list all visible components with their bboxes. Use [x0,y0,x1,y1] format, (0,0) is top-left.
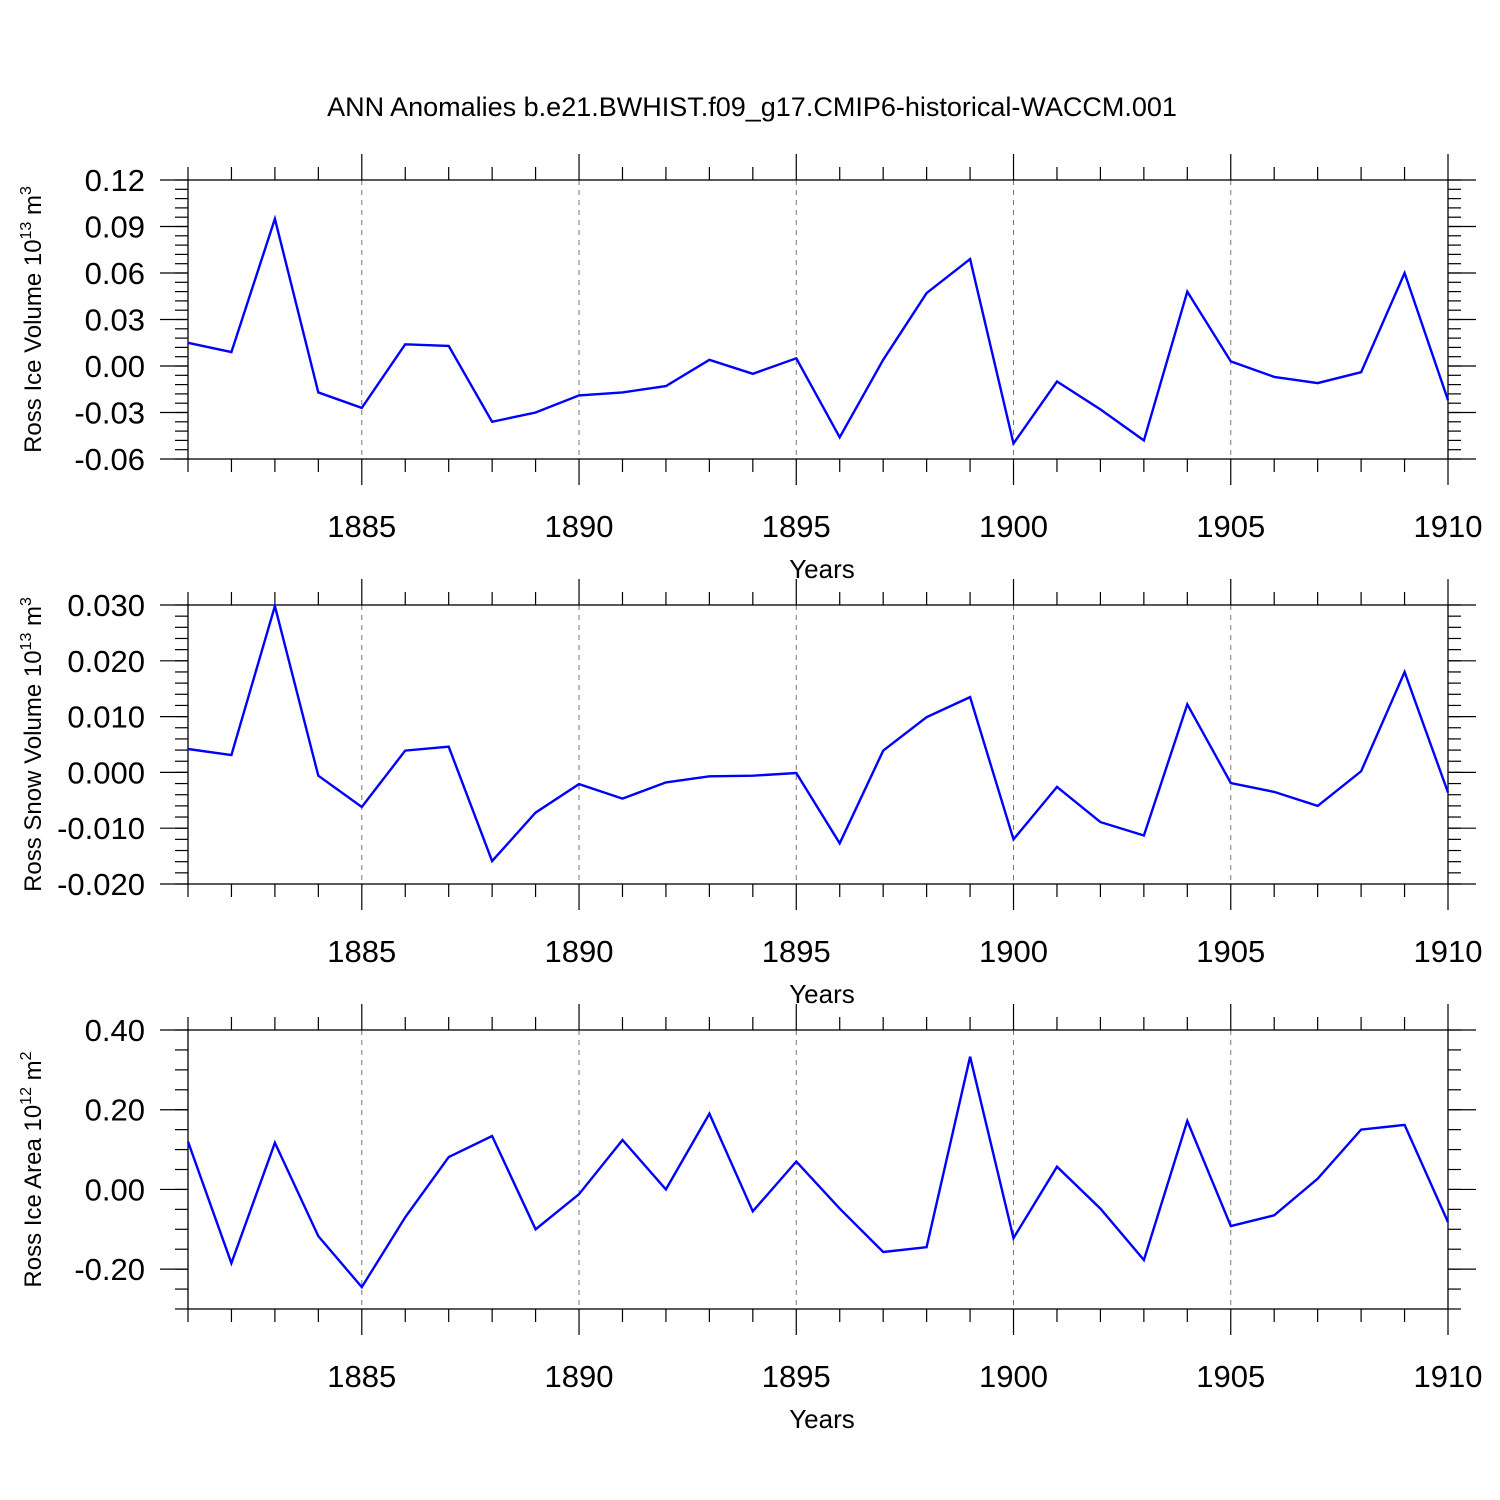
y-tick-label: 0.010 [67,700,145,735]
x-axis-title: Years [789,554,855,584]
y-tick-label: -0.020 [57,867,145,902]
y-tick-label: 0.00 [85,1172,145,1207]
x-tick-label: 1910 [1414,509,1483,544]
x-tick-label: 1910 [1414,934,1483,969]
x-tick-label: 1895 [762,509,831,544]
y-tick-label: 0.00 [85,349,145,384]
x-tick-label: 1890 [545,934,614,969]
x-tick-label: 1900 [979,1359,1048,1394]
series-line [186,1056,1450,1290]
x-tick-label: 1905 [1196,509,1265,544]
plot-frame [187,179,1449,460]
y-tick-label: 0.03 [85,303,145,338]
panels-container: -0.06 -0.03 0.00 0.03 0.06 0.09 0.12 1885 1890 18… [18,154,1482,1434]
x-tick-label: 1895 [762,934,831,969]
x-tick-label: 1885 [327,934,396,969]
x-tick-label: 1905 [1196,1359,1265,1394]
series-line [187,214,1450,447]
y-tick-label: 0.030 [67,588,145,623]
y-tick-label: 0.20 [85,1093,145,1128]
x-axis-title: Years [789,1404,855,1434]
y-tick-label: -0.20 [74,1252,145,1287]
y-tick-label: 0.12 [85,163,145,198]
y-tick-label: -0.06 [74,442,145,477]
x-tick-label: 1885 [327,1359,396,1394]
y-tick-label: 0.40 [85,1013,145,1048]
x-tick-label: 1890 [545,1359,614,1394]
x-tick-label: 1890 [545,509,614,544]
y-tick-label: 0.06 [85,256,145,291]
plot-frame [187,1029,1449,1310]
x-tick-label: 1895 [762,1359,831,1394]
y-axis-title: Ross Snow Volume 1013 m3 [18,597,47,892]
y-tick-label: 0.020 [67,644,145,679]
y-axis-title: Ross Ice Area 1012 m2 [18,1051,47,1287]
x-tick-label: 1900 [979,509,1048,544]
panel-1: -0.06 -0.03 0.00 0.03 0.06 0.09 0.12 1885 1890 18… [18,154,1482,584]
x-tick-label: 1910 [1414,1359,1483,1394]
x-tick-label: 1905 [1196,934,1265,969]
x-axis-title: Years [789,979,855,1009]
panel-2: -0.020 -0.010 0.000 0.010 0.020 0.030 1885 1890… [18,579,1482,1009]
y-tick-label: 0.000 [67,755,145,790]
y-tick-label: -0.03 [74,396,145,431]
y-tick-label: 0.09 [85,210,145,245]
x-tick-label: 1885 [327,509,396,544]
y-tick-label: -0.010 [57,811,145,846]
y-axis-title: Ross Ice Volume 1013 m3 [18,186,47,453]
panel-3: -0.20 0.00 0.20 0.40 1885 1890 1895 1900 1905 191… [18,1004,1482,1434]
plot-frame [187,604,1449,885]
x-tick-label: 1900 [979,934,1048,969]
main-title: ANN Anomalies b.e21.BWHIST.f09_g17.CMIP6… [327,92,1177,122]
series-line [187,601,1450,864]
